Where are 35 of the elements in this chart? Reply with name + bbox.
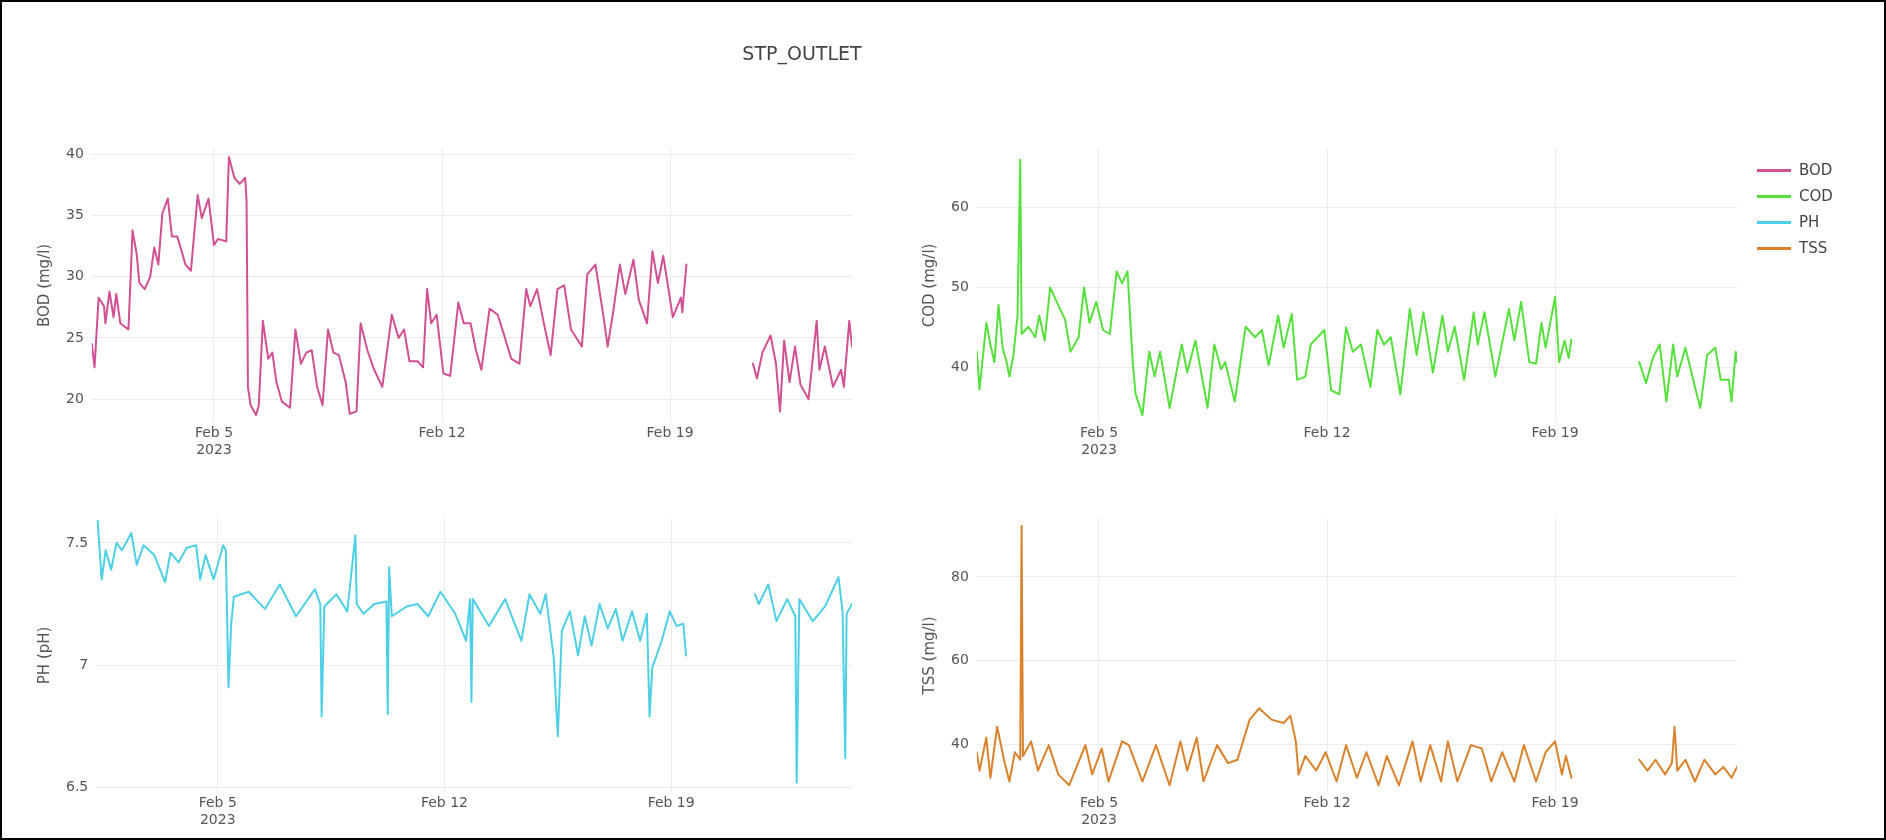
y-tick-label: 25 — [65, 328, 84, 345]
y-tick-label: 35 — [65, 206, 84, 223]
y-tick-label: 6.5 — [66, 778, 89, 795]
x-tick-label: Feb 5 2023 — [198, 794, 237, 828]
y-tick-label: 60 — [950, 197, 969, 214]
y-tick-label: 80 — [950, 567, 969, 584]
y-tick-label: 60 — [950, 651, 969, 668]
y-tick-label: 40 — [950, 734, 969, 751]
x-tick-label: Feb 12 — [418, 424, 466, 441]
x-tick-label: Feb 19 — [647, 794, 695, 811]
y-tick-label: 30 — [65, 267, 84, 284]
y-axis-title: COD (mg/l) — [919, 243, 938, 328]
legend-label: TSS — [1799, 238, 1828, 259]
x-tick-label: Feb 12 — [420, 794, 468, 811]
y-tick-label: 50 — [950, 278, 969, 295]
legend-label: COD — [1799, 186, 1833, 207]
y-tick-label: 20 — [65, 389, 84, 406]
x-tick-label: Feb 12 — [1303, 794, 1351, 811]
y-axis-title: BOD (mg/l) — [34, 243, 53, 328]
x-tick-label: Feb 5 2023 — [194, 424, 234, 458]
x-tick-label: Feb 5 2023 — [1079, 424, 1119, 458]
chart-title: STP_OUTLET — [741, 42, 863, 64]
x-tick-label: Feb 5 2023 — [1079, 794, 1119, 828]
y-tick-label: 7 — [79, 655, 89, 672]
legend-label: BOD — [1799, 160, 1833, 181]
y-tick-label: 7.5 — [66, 533, 89, 550]
y-tick-label: 40 — [950, 358, 969, 375]
x-tick-label: Feb 19 — [1531, 424, 1579, 441]
y-axis-title: PH (pH) — [34, 626, 53, 685]
x-tick-label: Feb 19 — [1531, 794, 1579, 811]
x-tick-label: Feb 19 — [646, 424, 694, 441]
y-tick-label: 40 — [65, 145, 84, 162]
x-tick-label: Feb 12 — [1303, 424, 1351, 441]
y-axis-title: TSS (mg/l) — [919, 616, 938, 696]
legend-label: PH — [1799, 212, 1820, 233]
